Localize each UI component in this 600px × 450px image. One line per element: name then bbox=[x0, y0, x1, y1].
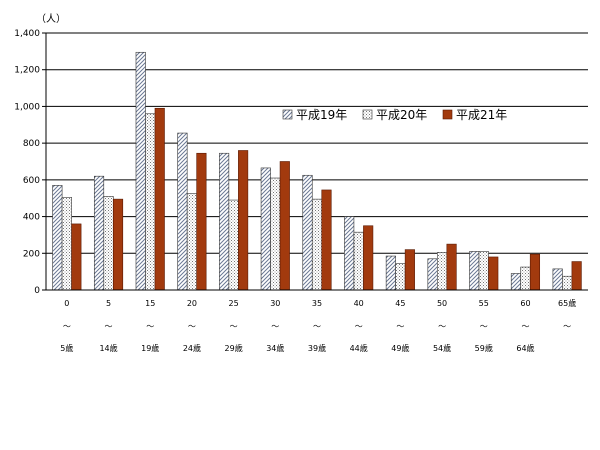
bar-3-55 bbox=[488, 256, 499, 291]
x-tick-label-start: 55 bbox=[479, 299, 489, 308]
x-tick-label-start: 45 bbox=[395, 299, 405, 308]
bar-3-40 bbox=[363, 225, 374, 291]
bar-3-65歳 bbox=[571, 261, 582, 291]
x-tick-label-end: 59歳 bbox=[475, 343, 493, 353]
x-tick-label-start: 30 bbox=[270, 299, 280, 308]
x-tick-label-end: 5歳 bbox=[60, 343, 73, 353]
bar-2-50 bbox=[437, 252, 448, 291]
x-tick-label-sep: ～ bbox=[105, 322, 113, 331]
bar-2-20 bbox=[186, 193, 197, 291]
bar-2-55 bbox=[478, 251, 489, 291]
bar-3-20 bbox=[196, 152, 207, 291]
bar-2-15 bbox=[145, 113, 156, 291]
x-tick-label-sep: ～ bbox=[521, 322, 529, 331]
bar-2-30 bbox=[270, 177, 281, 291]
x-tick-label-sep: ～ bbox=[480, 322, 488, 331]
x-tick-label-sep: ～ bbox=[271, 322, 279, 331]
y-tick-label: 400 bbox=[23, 213, 40, 223]
y-axis: 0 200 400 600 800 1,000 1,200 1,400 bbox=[14, 29, 47, 296]
y-tick-label: 200 bbox=[23, 249, 40, 259]
legend-label: 平成19年 bbox=[296, 108, 347, 122]
bar-1-40 bbox=[344, 216, 355, 291]
x-tick-label-start: 5 bbox=[106, 299, 111, 308]
x-tick-label-end: 54歳 bbox=[433, 343, 451, 353]
legend: 平成19年 平成20年 平成21年 bbox=[282, 108, 507, 122]
x-tick-label-end: 44歳 bbox=[350, 343, 368, 353]
bar-2-25 bbox=[228, 199, 239, 291]
bar-1-60 bbox=[510, 273, 522, 291]
bar-3-30 bbox=[279, 161, 290, 291]
bar-3-60 bbox=[529, 253, 541, 291]
legend-swatch bbox=[362, 109, 373, 120]
x-tick-label-sep: ～ bbox=[146, 322, 154, 331]
bar-1-30 bbox=[260, 167, 271, 291]
x-tick-label-start: 60 bbox=[520, 299, 530, 308]
bar-1-35 bbox=[302, 174, 313, 291]
x-tick-label-sep: ～ bbox=[355, 322, 363, 331]
bar-2-45 bbox=[395, 263, 406, 291]
x-tick-label-end: 64歳 bbox=[516, 343, 534, 353]
x-tick-label-sep: ～ bbox=[396, 322, 404, 331]
bar-2-40 bbox=[353, 231, 364, 291]
x-tick-label-end: 24歳 bbox=[183, 343, 201, 353]
bar-2-35 bbox=[311, 198, 323, 291]
bar-1-5 bbox=[93, 175, 105, 291]
bar-1-15 bbox=[135, 51, 146, 291]
x-tick-label-end: 19歳 bbox=[141, 343, 159, 353]
bars bbox=[52, 51, 582, 291]
x-tick-label-start: 20 bbox=[187, 299, 197, 308]
x-tick-label-sep: ～ bbox=[63, 322, 71, 331]
bar-3-50 bbox=[446, 243, 457, 291]
bar-3-25 bbox=[238, 150, 249, 291]
x-tick-label-sep: ～ bbox=[563, 322, 571, 331]
y-tick-label: 1,200 bbox=[14, 66, 40, 76]
x-tick-label-end: 14歳 bbox=[99, 343, 117, 353]
x-tick-label-end: 29歳 bbox=[225, 343, 243, 353]
x-tick-label-end: 34歳 bbox=[266, 343, 284, 353]
legend-label: 平成20年 bbox=[376, 108, 427, 122]
x-tick-label-start: 40 bbox=[354, 299, 364, 308]
bar-1-20 bbox=[177, 132, 188, 291]
x-tick-label-start: 35 bbox=[312, 299, 322, 308]
legend-swatch bbox=[282, 109, 293, 120]
x-tick-label-sep: ～ bbox=[188, 322, 196, 331]
x-tick-label-start: 65歳 bbox=[558, 298, 576, 308]
x-tick-label-sep: ～ bbox=[230, 322, 238, 331]
bar-3-45 bbox=[404, 249, 415, 291]
x-axis: 0 ～ 5歳 5 ～ 14歳 15 ～ 19歳 20 ～ 24歳 25 ～ 29歳 30 ～ 34歳 35 ～ 39歳 4… bbox=[46, 289, 588, 353]
bar-3-0 bbox=[71, 223, 82, 291]
bar-2-0 bbox=[61, 197, 72, 291]
x-tick-label-start: 50 bbox=[437, 299, 447, 308]
bar-1-55 bbox=[469, 251, 480, 291]
bar-3-35 bbox=[321, 189, 332, 291]
y-tick-label: 1,000 bbox=[14, 102, 40, 112]
bar-1-25 bbox=[219, 152, 230, 291]
legend-swatch bbox=[442, 109, 453, 120]
bar-2-65歳 bbox=[562, 275, 573, 291]
y-unit-label: （人） bbox=[36, 13, 66, 25]
bar-2-60 bbox=[520, 266, 531, 291]
y-tick-label: 600 bbox=[23, 176, 40, 186]
x-tick-label-sep: ～ bbox=[313, 322, 321, 331]
bar-1-0 bbox=[52, 185, 63, 291]
x-tick-label-start: 0 bbox=[64, 299, 69, 308]
bar-3-15 bbox=[154, 107, 165, 291]
x-tick-label-start: 25 bbox=[229, 299, 239, 308]
bar-2-5 bbox=[103, 196, 114, 291]
y-tick-label: 1,400 bbox=[14, 29, 40, 39]
x-tick-label-end: 49歳 bbox=[391, 343, 409, 353]
bar-1-45 bbox=[385, 255, 396, 291]
bar-3-5 bbox=[112, 198, 124, 291]
y-tick-label: 0 bbox=[34, 286, 40, 296]
x-tick-label-sep: ～ bbox=[438, 322, 446, 331]
y-tick-label: 800 bbox=[23, 139, 40, 149]
x-tick-label-end: 39歳 bbox=[308, 343, 326, 353]
x-tick-label-start: 15 bbox=[145, 299, 155, 308]
bar-1-65歳 bbox=[552, 268, 563, 291]
bar-1-50 bbox=[427, 258, 438, 291]
legend-label: 平成21年 bbox=[456, 108, 507, 122]
